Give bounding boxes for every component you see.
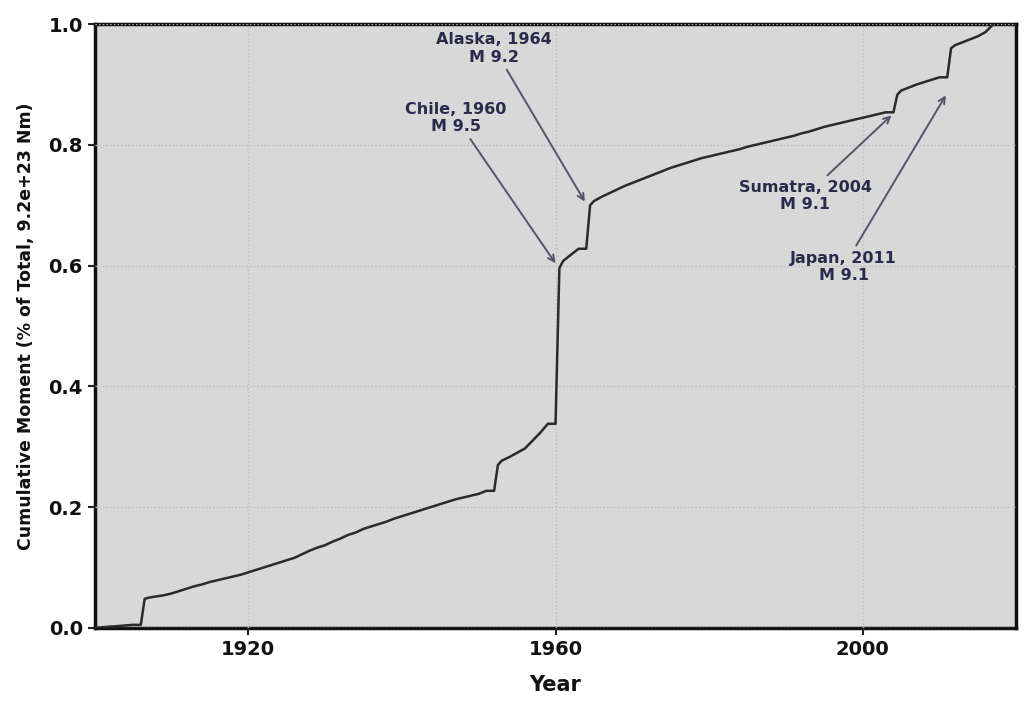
Text: Alaska, 1964
M 9.2: Alaska, 1964 M 9.2 (436, 32, 584, 200)
Text: Sumatra, 2004
M 9.1: Sumatra, 2004 M 9.1 (739, 117, 889, 212)
Text: Japan, 2011
M 9.1: Japan, 2011 M 9.1 (790, 98, 944, 283)
Y-axis label: Cumulative Moment (% of Total, 9.2e+23 Nm): Cumulative Moment (% of Total, 9.2e+23 N… (17, 103, 35, 550)
Text: Chile, 1960
M 9.5: Chile, 1960 M 9.5 (405, 102, 555, 261)
X-axis label: Year: Year (530, 676, 582, 696)
